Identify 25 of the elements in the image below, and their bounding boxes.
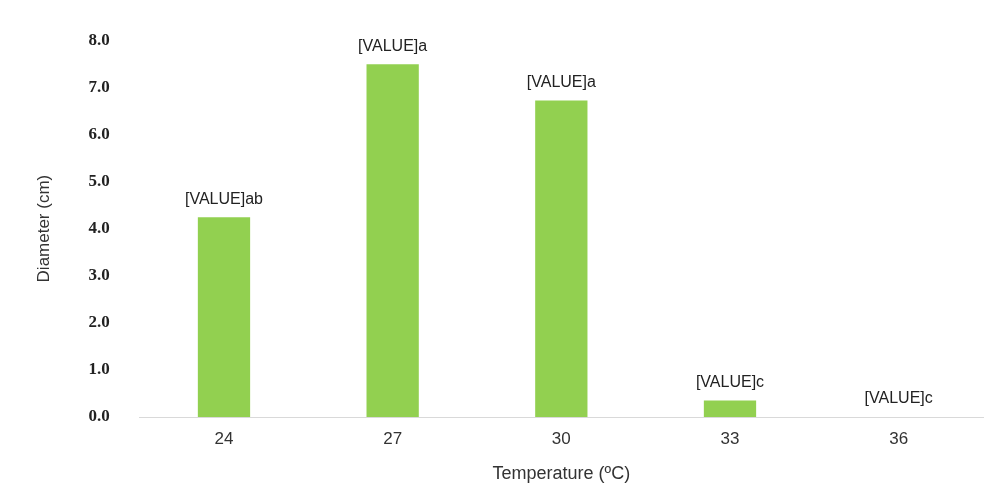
bar [366, 64, 419, 417]
data-label: [VALUE]a [358, 36, 428, 54]
x-tick-label: 36 [889, 428, 909, 448]
bar [197, 217, 251, 417]
x-axis-title: Temperature (ºC) [492, 463, 631, 484]
x-tick-label: 27 [383, 428, 403, 448]
data-label: [VALUE]ab [185, 189, 264, 207]
data-label: [VALUE]c [695, 372, 765, 390]
y-tick-label: 4.0 [88, 217, 110, 237]
data-label: [VALUE]c [864, 389, 933, 407]
y-tick-label: 7.0 [88, 76, 110, 96]
y-axis-title: Diameter (cm) [33, 174, 53, 283]
x-tick-label: 24 [214, 428, 234, 448]
y-tick-label: 2.0 [88, 312, 110, 332]
y-tick-label: 6.0 [88, 123, 110, 143]
x-tick-label: 30 [551, 428, 571, 448]
y-tick-label: 0.0 [88, 406, 110, 426]
data-label: [VALUE]a [526, 72, 596, 90]
y-tick-label: 5.0 [88, 170, 110, 190]
bar [703, 400, 757, 417]
y-tick-label: 8.0 [88, 29, 110, 49]
y-tick-label: 1.0 [88, 359, 110, 379]
x-tick-label: 33 [720, 428, 740, 448]
bar [535, 100, 588, 417]
y-tick-label: 3.0 [88, 265, 110, 285]
